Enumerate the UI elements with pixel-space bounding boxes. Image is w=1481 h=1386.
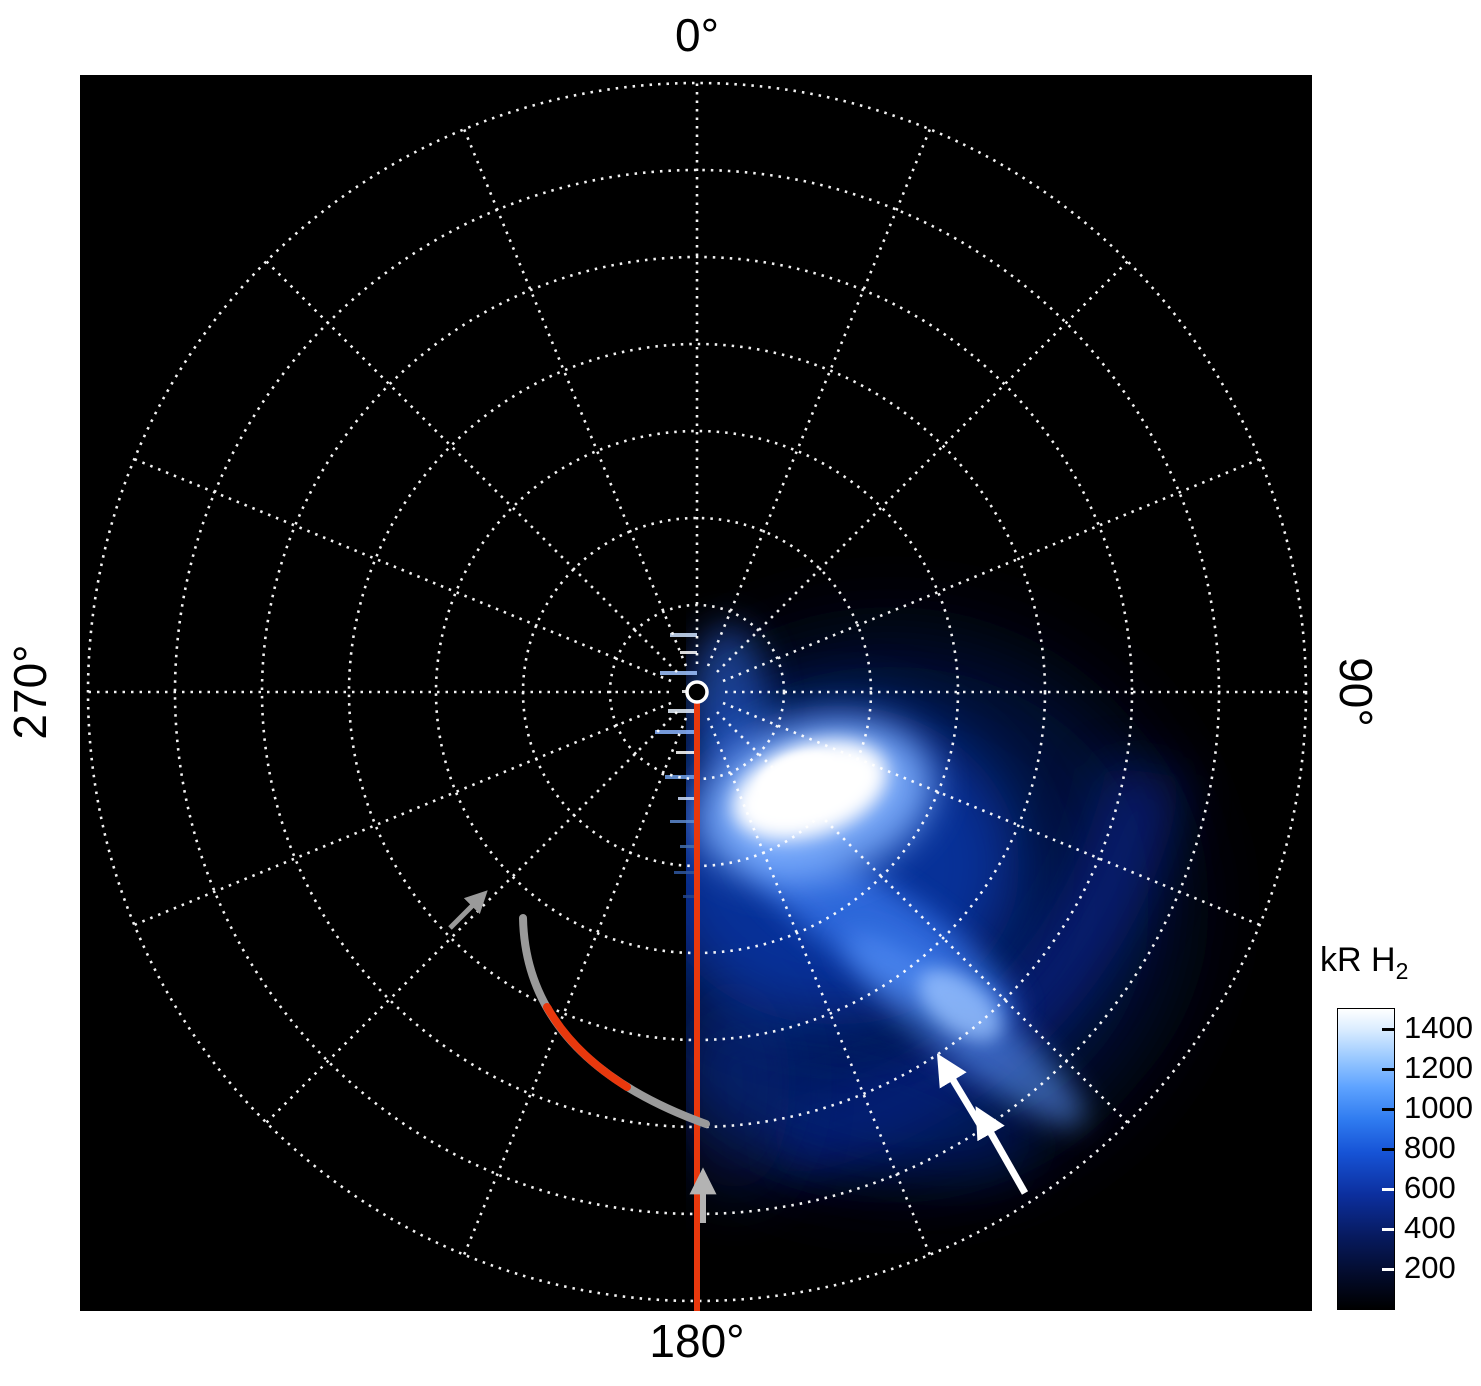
colorbar-tick — [1382, 1148, 1394, 1151]
colorbar-title: kR H2 — [1320, 941, 1409, 984]
grid-spoke — [265, 711, 678, 1124]
grid-spoke — [462, 717, 688, 1256]
grid-ring — [86, 81, 1308, 1303]
grid-spoke — [722, 457, 1261, 683]
grid-spoke — [716, 711, 1129, 1124]
colorbar-tick — [1382, 1068, 1394, 1071]
colorbar-tick-label: 1000 — [1404, 1090, 1473, 1125]
angle-label-180: 180° — [649, 1315, 745, 1367]
angle-label-90: 90° — [1330, 657, 1382, 727]
meridian-noise — [655, 633, 697, 898]
grid-spoke — [716, 260, 1129, 673]
grid-spoke — [265, 260, 678, 673]
trajectory-direction-arrow-icon — [448, 890, 488, 930]
colorbar-tick-label: 1400 — [1404, 1010, 1473, 1045]
grid-spoke — [462, 128, 688, 667]
grid-spoke — [722, 701, 1261, 927]
colorbar — [1337, 1008, 1395, 1310]
grid-ring — [260, 255, 1134, 1129]
angle-label-270: 270° — [4, 644, 56, 740]
grid-spoke — [706, 128, 932, 667]
colorbar-tick-label: 200 — [1404, 1250, 1456, 1285]
colorbar-labels: 1400 1200 1000 800 600 400 200 — [1404, 1008, 1481, 1308]
grid-spoke — [133, 457, 672, 683]
pole-marker — [685, 680, 709, 704]
polar-plot-svg — [86, 81, 1308, 1311]
white-arrow-icon — [936, 1053, 988, 1135]
trajectory-red-segment — [543, 1003, 631, 1091]
white-arrow-icon — [975, 1106, 1029, 1195]
colorbar-tick — [1382, 1028, 1394, 1031]
colorbar-tick — [1382, 1108, 1394, 1111]
grid-spoke — [133, 701, 672, 927]
colorbar-tick-label: 1200 — [1404, 1050, 1473, 1085]
colorbar-title-text: kR H — [1320, 941, 1396, 979]
colorbar-tick-label: 600 — [1404, 1170, 1456, 1205]
grid-spoke — [706, 717, 932, 1256]
colorbar-tick — [1382, 1268, 1394, 1271]
colorbar-tick-label: 800 — [1404, 1130, 1456, 1165]
angle-label-0: 0° — [675, 9, 719, 61]
colorbar-tick-label: 400 — [1404, 1210, 1456, 1245]
colorbar-title-subscript: 2 — [1395, 957, 1409, 984]
colorbar-tick — [1382, 1228, 1394, 1231]
polar-plot-canvas — [80, 75, 1312, 1311]
trajectory-arc — [519, 914, 710, 1128]
colorbar-tick — [1382, 1188, 1394, 1191]
